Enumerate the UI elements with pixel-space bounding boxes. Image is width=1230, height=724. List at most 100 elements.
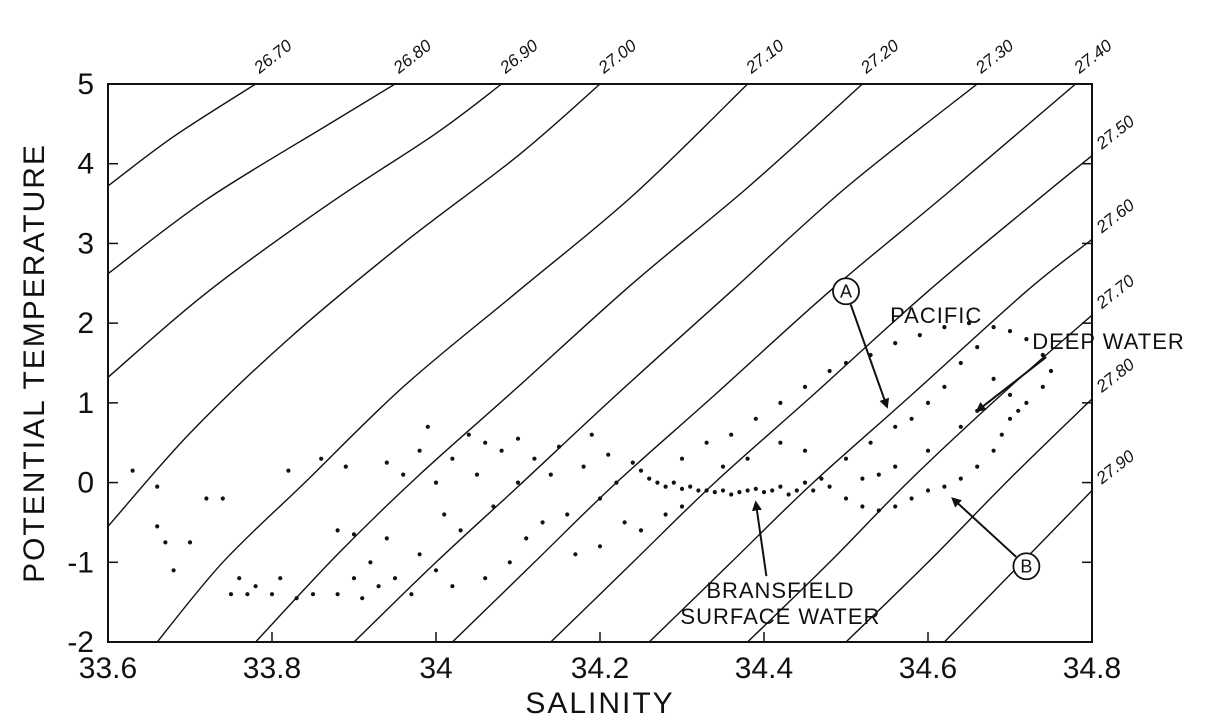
data-point bbox=[729, 492, 734, 497]
data-point bbox=[704, 440, 709, 445]
data-point bbox=[843, 456, 849, 461]
data-point bbox=[343, 464, 348, 469]
data-point bbox=[876, 508, 881, 513]
data-point bbox=[1040, 384, 1045, 389]
data-point bbox=[606, 452, 611, 457]
data-point bbox=[450, 456, 455, 461]
density-labels: 26.70 26.80 26.90 27.00 27.10 27.20 27.30 27.40… bbox=[250, 36, 1139, 489]
density-contour-26-70 bbox=[108, 84, 256, 187]
data-point bbox=[786, 492, 791, 497]
data-point bbox=[417, 552, 422, 557]
density-label-27-40: 27.40 bbox=[1070, 36, 1116, 78]
data-point bbox=[269, 592, 275, 597]
data-point bbox=[630, 460, 635, 465]
data-point bbox=[556, 444, 562, 449]
data-point bbox=[745, 488, 750, 493]
data-point bbox=[778, 484, 783, 489]
annotation-arrow-bransfield bbox=[751, 500, 768, 577]
y-tick-label: 2 bbox=[77, 307, 94, 340]
y-axis-title: POTENTIAL TEMPERATURE bbox=[18, 143, 51, 583]
density-contour-27-50 bbox=[550, 155, 1092, 642]
annotation-arrow-a bbox=[849, 304, 890, 409]
data-point bbox=[1007, 329, 1013, 334]
annotation-text-line: BRANSFIELD bbox=[706, 578, 854, 603]
data-point bbox=[663, 512, 668, 517]
data-point bbox=[811, 488, 816, 493]
data-point bbox=[843, 496, 849, 501]
data-point bbox=[524, 536, 529, 541]
x-tick-label: 33.6 bbox=[79, 652, 137, 685]
data-point bbox=[753, 486, 758, 491]
data-point bbox=[368, 560, 373, 565]
data-point bbox=[187, 540, 193, 545]
y-tick-label: -1 bbox=[67, 546, 94, 579]
density-contours bbox=[108, 84, 1092, 642]
data-point bbox=[442, 512, 447, 517]
data-point bbox=[778, 400, 783, 405]
density-label-27-20: 27.20 bbox=[856, 36, 902, 78]
data-point bbox=[638, 468, 644, 473]
data-point bbox=[163, 540, 168, 545]
data-point bbox=[228, 592, 234, 597]
data-point bbox=[893, 424, 898, 429]
x-tick-label: 34 bbox=[419, 652, 452, 685]
data-point bbox=[843, 360, 849, 366]
data-point bbox=[474, 472, 480, 477]
data-point bbox=[925, 448, 931, 453]
data-point bbox=[991, 325, 996, 330]
y-tick-label: 1 bbox=[77, 387, 94, 420]
data-point bbox=[1048, 368, 1054, 374]
data-point bbox=[491, 504, 496, 509]
data-point bbox=[909, 496, 914, 501]
data-points bbox=[130, 321, 1054, 601]
density-contour-27-10 bbox=[156, 84, 749, 642]
data-point bbox=[679, 504, 685, 509]
data-point bbox=[614, 480, 619, 485]
data-point bbox=[671, 480, 676, 485]
annotation-arrow-pacific bbox=[975, 356, 1047, 413]
data-point bbox=[245, 592, 250, 597]
density-contour-27-30 bbox=[353, 84, 978, 642]
annotation-arrow-b bbox=[951, 497, 1017, 558]
data-point bbox=[515, 480, 521, 485]
data-point bbox=[532, 456, 537, 461]
density-label-27-90: 27.90 bbox=[1092, 446, 1138, 488]
x-tick-label: 34.2 bbox=[571, 652, 629, 685]
data-point bbox=[712, 490, 717, 495]
x-tick-label: 34.6 bbox=[899, 652, 957, 685]
density-label-27-60: 27.60 bbox=[1092, 195, 1138, 237]
data-point bbox=[1040, 352, 1045, 358]
data-point bbox=[351, 532, 357, 537]
data-point bbox=[155, 484, 160, 489]
density-contour-27-70 bbox=[747, 314, 1092, 642]
density-contour-27-60 bbox=[648, 238, 1092, 642]
density-contour-27-20 bbox=[255, 84, 863, 642]
data-point bbox=[638, 528, 644, 533]
data-point bbox=[868, 440, 873, 445]
data-point bbox=[220, 496, 225, 501]
data-point bbox=[622, 520, 627, 525]
data-point bbox=[893, 464, 898, 469]
data-point bbox=[942, 484, 947, 489]
data-point bbox=[335, 592, 340, 597]
x-tick-label: 34.8 bbox=[1063, 652, 1121, 685]
data-point bbox=[917, 333, 922, 338]
data-point bbox=[1016, 408, 1021, 413]
density-label-26-90: 26.90 bbox=[496, 36, 542, 78]
data-point bbox=[253, 584, 258, 589]
data-point bbox=[860, 476, 865, 481]
data-point bbox=[286, 468, 291, 473]
density-contour-27-80 bbox=[845, 398, 1092, 642]
density-label-27-10: 27.10 bbox=[742, 36, 788, 78]
density-label-27-70: 27.70 bbox=[1092, 271, 1138, 313]
data-point bbox=[409, 592, 414, 597]
x-tick-label: 33.8 bbox=[243, 652, 301, 685]
data-point bbox=[597, 496, 603, 501]
data-point bbox=[925, 488, 931, 493]
density-contour-27-00 bbox=[108, 84, 601, 527]
data-point bbox=[597, 544, 603, 549]
data-point bbox=[761, 490, 767, 495]
y-tick-label: 5 bbox=[77, 68, 94, 101]
